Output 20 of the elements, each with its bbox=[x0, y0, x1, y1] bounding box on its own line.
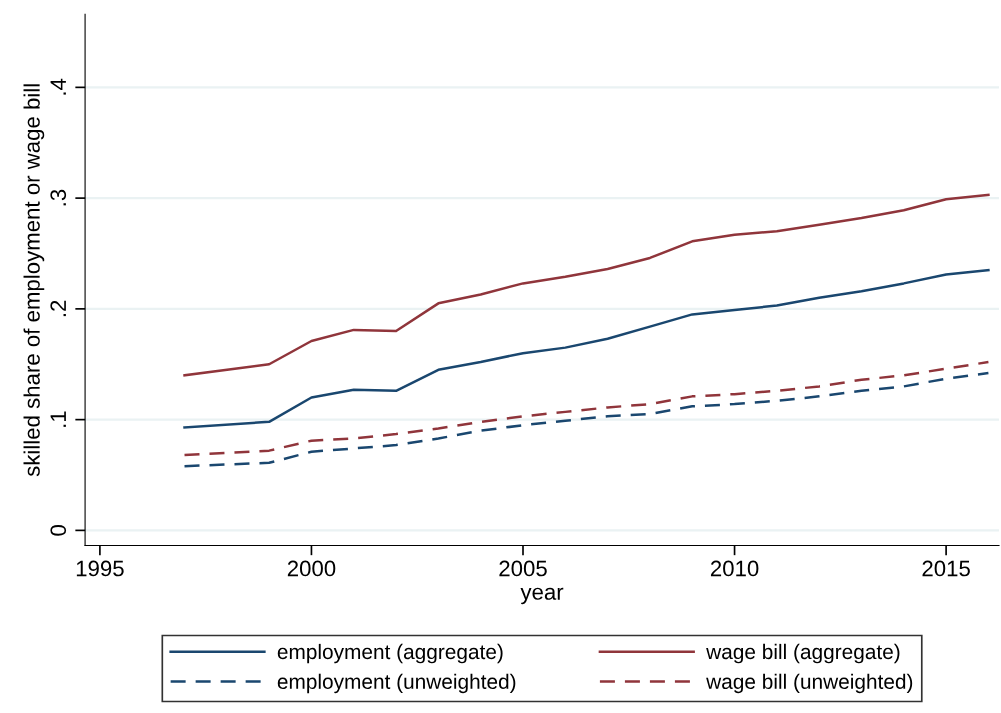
x-tick-label: 1995 bbox=[76, 560, 124, 577]
x-tick-label: 2010 bbox=[710, 560, 759, 577]
x-tick-label: 2015 bbox=[922, 560, 970, 577]
line-series bbox=[183, 371, 990, 468]
line-series bbox=[183, 360, 990, 457]
y-tick-label: .2 bbox=[50, 300, 66, 317]
legend-label: employment (aggregate) bbox=[277, 643, 503, 664]
x-axis-title: year bbox=[520, 587, 564, 605]
y-tick-label: 0 bbox=[50, 525, 67, 536]
y-tick-label: .1 bbox=[50, 411, 66, 427]
legend-label: wage bill (aggregate) bbox=[706, 643, 900, 664]
line-series bbox=[183, 193, 990, 377]
x-tick-label: 2000 bbox=[287, 560, 336, 577]
y-tick-label: .4 bbox=[50, 78, 66, 95]
y-axis-title: skilled share of employment or wage bill bbox=[23, 84, 45, 477]
line-series bbox=[183, 268, 990, 429]
legend-label: wage bill (unweighted) bbox=[706, 673, 913, 694]
x-tick-label: 2005 bbox=[499, 560, 547, 577]
legend-label: employment (unweighted) bbox=[277, 673, 516, 694]
y-tick-label: .3 bbox=[50, 189, 67, 206]
